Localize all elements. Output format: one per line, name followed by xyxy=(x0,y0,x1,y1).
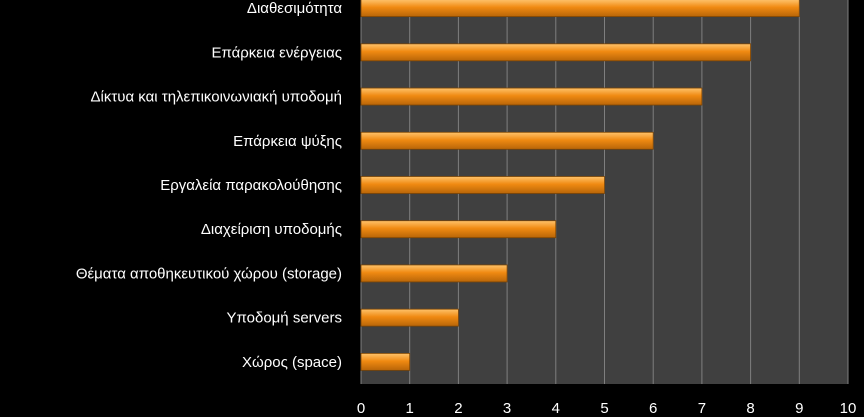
bar xyxy=(360,0,800,18)
bar xyxy=(360,264,508,283)
category-label: Θέματα αποθηκευτικού χώρου (storage) xyxy=(76,265,342,282)
bar xyxy=(360,308,459,327)
category-label: Δίκτυα και τηλεπικοινωνιακή υποδομή xyxy=(90,89,342,106)
category-label: Επάρκεια ψύξης xyxy=(233,133,342,150)
x-tick-label: 0 xyxy=(357,400,365,417)
x-axis-tick-labels: 0 1 2 3 4 5 6 7 8 9 10 xyxy=(357,400,857,417)
x-tick-label: 4 xyxy=(552,400,560,417)
bar xyxy=(360,87,703,106)
category-label: Εργαλεία παρακολούθησης xyxy=(160,177,342,194)
x-tick-label: 3 xyxy=(503,400,511,417)
bar xyxy=(360,131,654,150)
category-label: Υποδομή servers xyxy=(226,310,342,327)
category-label: Χώρος (space) xyxy=(242,354,342,371)
category-label: Διαθεσιμότητα xyxy=(247,0,342,17)
category-labels: Διαθεσιμότητα Επάρκεια ενέργειας Δίκτυα κα… xyxy=(76,0,343,371)
x-tick-label: 2 xyxy=(454,400,462,417)
x-tick-label: 5 xyxy=(600,400,608,417)
x-tick-label: 9 xyxy=(795,400,803,417)
x-tick-label: 10 xyxy=(840,400,857,417)
x-tick-label: 1 xyxy=(406,400,414,417)
bar xyxy=(360,43,752,62)
bar xyxy=(360,220,557,239)
bars xyxy=(360,0,800,371)
bar xyxy=(360,176,605,194)
bar xyxy=(360,352,411,371)
x-tick-label: 7 xyxy=(698,400,706,417)
category-label: Διαχείριση υποδομής xyxy=(201,221,342,238)
x-tick-label: 8 xyxy=(746,400,754,417)
x-tick-label: 6 xyxy=(649,400,657,417)
category-label: Επάρκεια ενέργειας xyxy=(211,44,342,61)
